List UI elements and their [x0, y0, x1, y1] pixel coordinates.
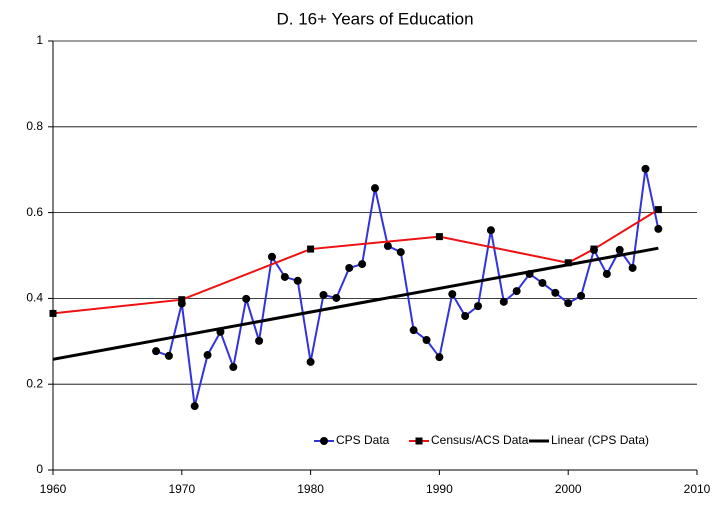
point — [49, 309, 57, 317]
point — [499, 297, 508, 306]
point — [242, 294, 251, 303]
y-tick-label: 1 — [36, 33, 43, 47]
point — [332, 293, 341, 302]
point — [590, 245, 598, 253]
point — [512, 287, 521, 296]
x-tick-label: 1970 — [168, 482, 195, 496]
point — [615, 245, 624, 254]
point — [415, 437, 423, 445]
point — [164, 351, 173, 360]
y-tick-label: 0.2 — [26, 376, 43, 390]
point — [203, 351, 212, 360]
series-line — [155, 168, 660, 407]
point — [422, 336, 431, 345]
legend-label: Linear (CPS Data) — [551, 433, 649, 447]
point — [628, 263, 637, 272]
y-tick-label: 0 — [36, 462, 43, 476]
point — [435, 353, 444, 362]
point — [229, 363, 238, 372]
point — [152, 347, 161, 356]
x-tick-label: 2000 — [555, 482, 582, 496]
point — [474, 302, 483, 311]
point — [320, 437, 328, 445]
point — [190, 402, 199, 411]
x-tick-label: 2010 — [684, 482, 711, 496]
point — [538, 278, 547, 287]
point — [319, 290, 328, 299]
point — [486, 226, 495, 235]
point — [345, 263, 354, 272]
point — [293, 276, 302, 285]
point — [358, 260, 367, 269]
point — [564, 299, 573, 308]
point — [255, 336, 264, 345]
legend-label: Census/ACS Data — [431, 433, 529, 447]
y-tick-label: 0.6 — [26, 205, 43, 219]
x-tick-label: 1990 — [426, 482, 453, 496]
point — [307, 245, 315, 253]
point — [654, 206, 662, 214]
point — [371, 184, 379, 193]
x-tick-label: 1960 — [40, 482, 67, 496]
point — [577, 291, 586, 300]
point — [551, 288, 560, 297]
point — [383, 242, 392, 251]
y-tick-label: 0.4 — [26, 291, 43, 305]
legend-label: CPS Data — [336, 433, 390, 447]
point — [602, 269, 611, 278]
x-tick-label: 1980 — [297, 482, 324, 496]
point — [435, 233, 443, 241]
point — [178, 296, 186, 304]
point — [461, 311, 470, 320]
point — [306, 357, 315, 366]
point — [564, 259, 572, 267]
point — [654, 224, 663, 233]
point — [641, 164, 650, 173]
point — [280, 272, 289, 281]
series-line — [52, 246, 659, 361]
chart-title: D. 16+ Years of Education — [276, 9, 473, 28]
point — [448, 290, 457, 299]
point — [409, 326, 418, 335]
point — [396, 248, 405, 257]
point — [267, 252, 276, 261]
legend-box — [310, 430, 692, 452]
y-tick-label: 0.8 — [26, 119, 43, 133]
